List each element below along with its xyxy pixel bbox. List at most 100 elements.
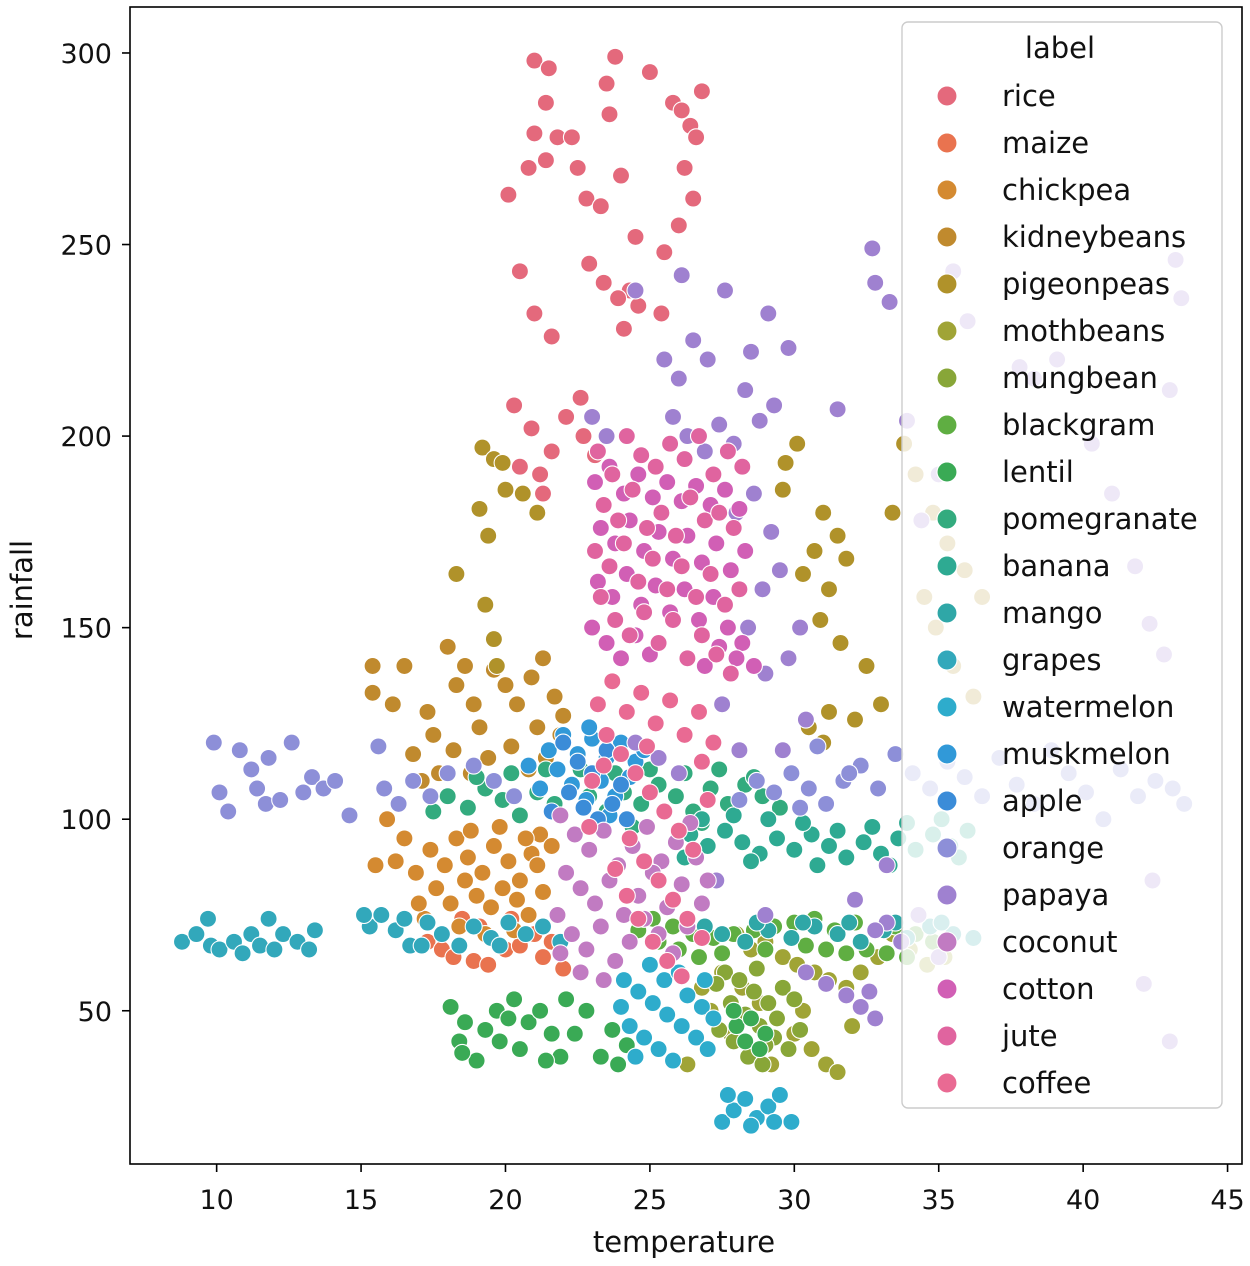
point-jute: [603, 465, 622, 484]
point-papaya: [583, 407, 602, 426]
point-rice: [597, 74, 616, 93]
point-watermelon: [704, 1009, 723, 1028]
point-jute: [620, 626, 639, 645]
point-orange: [369, 737, 388, 756]
point-jute: [632, 446, 651, 465]
point-orange: [294, 783, 313, 802]
point-papaya: [759, 304, 778, 323]
legend-marker-blackgram: [936, 414, 958, 436]
point-watermelon: [629, 982, 648, 1001]
point-kidneybeans: [554, 706, 573, 725]
point-banana: [837, 848, 856, 867]
point-cotton: [721, 561, 740, 580]
point-coffee: [663, 890, 683, 909]
point-kidneybeans: [455, 656, 475, 676]
point-pigeonpeas: [773, 480, 792, 499]
point-coconut: [698, 871, 717, 890]
point-papaya: [796, 710, 815, 729]
point-maize: [554, 959, 573, 978]
point-chickpea: [490, 817, 509, 836]
point-papaya: [710, 415, 729, 434]
point-watermelon: [640, 955, 659, 974]
point-jute: [675, 450, 694, 469]
point-coconut: [548, 905, 567, 925]
point-rice: [614, 319, 633, 338]
point-coconut: [551, 944, 570, 963]
point-grapes: [233, 944, 252, 963]
legend-label-coconut: coconut: [1002, 925, 1118, 959]
point-rice: [652, 304, 671, 323]
point-rice: [557, 407, 576, 426]
point-rice: [525, 124, 544, 143]
point-papaya: [791, 618, 810, 637]
point-lentil: [577, 1001, 596, 1020]
point-mungbean: [744, 982, 763, 1001]
legend-label-cotton: cotton: [1002, 972, 1095, 1006]
point-cotton: [629, 465, 648, 484]
point-banana: [863, 817, 882, 836]
point-watermelon: [658, 1005, 677, 1024]
point-chickpea: [467, 886, 486, 905]
point-coconut: [620, 932, 639, 951]
point-mothbeans: [851, 963, 870, 982]
point-papaya: [597, 427, 616, 446]
point-orange: [840, 764, 859, 783]
y-tick-label: 150: [60, 614, 112, 645]
legend-marker-watermelon: [936, 696, 958, 718]
point-banana: [733, 833, 752, 852]
legend-box: [901, 21, 1223, 1109]
point-coconut: [571, 879, 590, 898]
point-grapes: [395, 909, 414, 928]
point-kidneybeans: [383, 695, 402, 714]
point-grapes: [265, 940, 284, 959]
point-papaya: [779, 649, 798, 668]
point-kidneybeans: [363, 683, 382, 702]
point-grapes: [499, 913, 518, 932]
legend-label-pomegranate: pomegranate: [1002, 502, 1198, 536]
point-cotton: [597, 633, 616, 653]
point-jute: [689, 427, 709, 446]
point-papaya: [851, 997, 870, 1016]
point-jute: [666, 526, 685, 545]
point-coffee: [698, 790, 717, 810]
point-mungbean: [753, 1055, 772, 1074]
point-chickpea: [458, 848, 477, 867]
point-mungbean: [779, 1040, 798, 1059]
point-orange: [389, 794, 408, 813]
legend-marker-grapes: [936, 649, 958, 671]
point-jute: [600, 557, 619, 576]
point-papaya: [715, 281, 735, 300]
point-mothbeans: [802, 1040, 821, 1059]
point-chickpea: [435, 856, 454, 875]
point-coconut: [585, 894, 605, 913]
point-chickpea: [473, 863, 492, 882]
point-watermelon: [649, 1040, 668, 1059]
point-papaya: [684, 331, 703, 350]
point-coconut: [577, 940, 596, 959]
legend-label-papaya: papaya: [1002, 878, 1109, 912]
point-kidneybeans: [496, 676, 515, 695]
point-pigeonpeas: [871, 695, 891, 714]
point-pomegranate: [458, 798, 477, 817]
point-jute: [724, 518, 743, 538]
x-tick-label: 30: [777, 1185, 811, 1216]
point-coconut: [591, 917, 610, 936]
point-watermelon: [687, 1028, 706, 1047]
point-coffee: [580, 817, 599, 836]
point-papaya: [750, 411, 769, 430]
point-jute: [585, 541, 605, 561]
point-chickpea: [542, 836, 561, 856]
point-rice: [525, 304, 544, 323]
point-apple: [559, 783, 579, 802]
point-papaya: [626, 281, 645, 300]
point-rice: [655, 243, 674, 262]
point-coconut: [606, 951, 625, 971]
point-kidneybeans: [395, 656, 414, 676]
point-orange: [799, 779, 818, 798]
legend-marker-kidneybeans: [936, 226, 958, 248]
legend-label-apple: apple: [1002, 784, 1083, 818]
point-papaya: [741, 342, 761, 361]
point-watermelon: [695, 971, 714, 990]
point-watermelon: [736, 1089, 755, 1108]
point-rice: [542, 327, 561, 346]
